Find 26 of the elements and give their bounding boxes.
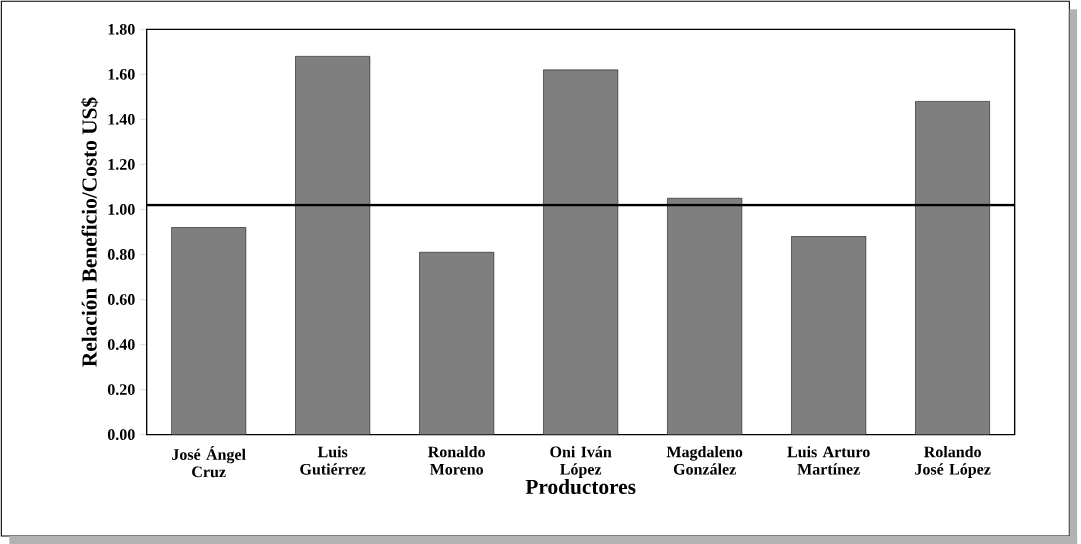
- y-tick-label: 0.60: [107, 294, 135, 305]
- y-axis-title: Relación Beneficio/Costo US$: [81, 97, 99, 367]
- bar: [915, 101, 991, 435]
- y-tick-label: 1.80: [108, 23, 135, 35]
- x-tick-label: José Ángel Cruz: [172, 446, 246, 478]
- bar: [419, 252, 495, 435]
- y-tick-label: 1.40: [108, 113, 135, 125]
- bar: [791, 236, 867, 435]
- y-tick-label: 0.00: [107, 429, 135, 441]
- y-tick-label: 0.80: [107, 249, 135, 260]
- y-tick-label: 1.20: [108, 159, 135, 170]
- bar: [543, 69, 619, 435]
- bar: [667, 197, 743, 435]
- x-tick-label: Rolando José López: [915, 446, 991, 478]
- x-tick-label: Oni Iván López: [550, 446, 612, 478]
- y-tick-label: 1.00: [108, 204, 135, 215]
- y-tick-label: 0.40: [107, 339, 135, 351]
- y-tick-label: 0.20: [107, 384, 135, 396]
- x-tick-label: Luis Gutiérrez: [300, 446, 366, 475]
- x-tick-label: Magdaleno González: [666, 446, 743, 475]
- bar: [171, 227, 246, 435]
- x-tick-label: Luis Arturo Martínez: [787, 446, 870, 475]
- y-tick-label: 1.60: [108, 68, 135, 80]
- bar: [295, 56, 371, 435]
- x-tick-label: Ronaldo Moreno: [428, 446, 485, 475]
- x-axis-title: Productores: [525, 479, 636, 495]
